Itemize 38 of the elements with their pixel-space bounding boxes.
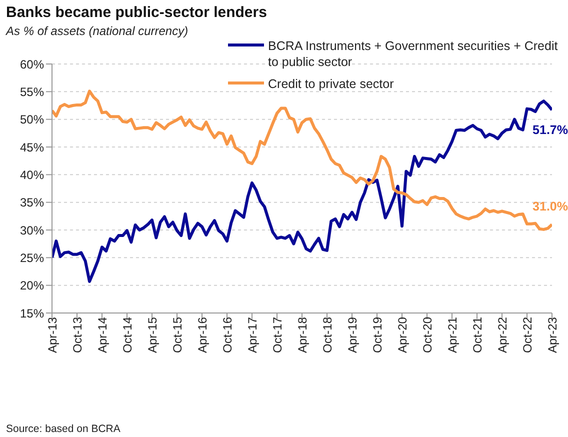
y-tick-label: 40% (20, 168, 44, 182)
x-tick-label: Oct-21 (470, 316, 485, 354)
y-tick-label: 45% (20, 140, 44, 154)
y-tick-label: 15% (20, 306, 44, 320)
x-tick-label: Oct-18 (320, 316, 335, 354)
y-tick-label: 30% (20, 223, 44, 238)
x-tick-label: Apr-19 (346, 316, 360, 354)
x-tick-label: Oct-22 (520, 316, 535, 354)
y-tick-label: 60% (20, 57, 44, 72)
y-tick-label: 55% (20, 84, 44, 99)
x-tick-label: Apr-20 (396, 316, 410, 354)
annotation: 31.0% (532, 199, 568, 214)
x-tick-label: Apr-15 (146, 316, 160, 354)
x-tick-label: Apr-13 (46, 316, 60, 354)
x-tick-label: Oct-19 (370, 316, 385, 354)
x-tick-label: Apr-14 (96, 316, 110, 354)
x-tick-label: Apr-18 (296, 316, 310, 354)
y-tick-label: 25% (20, 250, 44, 265)
x-tick-label: Oct-15 (170, 316, 185, 354)
x-tick-label: Oct-16 (220, 316, 235, 354)
x-tick-label: Apr-21 (446, 316, 460, 354)
x-tick-label: Oct-13 (70, 316, 85, 354)
x-tick-label: Apr-16 (196, 316, 210, 354)
chart-title: Banks became public-sector lenders (6, 4, 267, 21)
x-tick-label: Oct-14 (120, 316, 135, 354)
x-tick-label: Oct-20 (420, 316, 435, 354)
legend-label: Credit to private sector (268, 76, 394, 92)
y-tick-label: 20% (20, 278, 44, 293)
chart-subtitle: As % of assets (national currency) (6, 24, 188, 38)
y-tick-label: 50% (20, 112, 44, 127)
legend-label: BCRA Instruments + Government securities + Credit to public sector (268, 38, 558, 70)
source-note: Source: based on BCRA (6, 423, 120, 435)
x-tick-label: Apr-17 (246, 316, 260, 354)
x-tick-label: Apr-22 (496, 316, 510, 354)
x-tick-label: Apr-23 (546, 316, 560, 354)
y-tick-label: 35% (20, 196, 44, 210)
x-tick-label: Oct-17 (270, 316, 285, 354)
annotation: 51.7% (532, 122, 568, 137)
